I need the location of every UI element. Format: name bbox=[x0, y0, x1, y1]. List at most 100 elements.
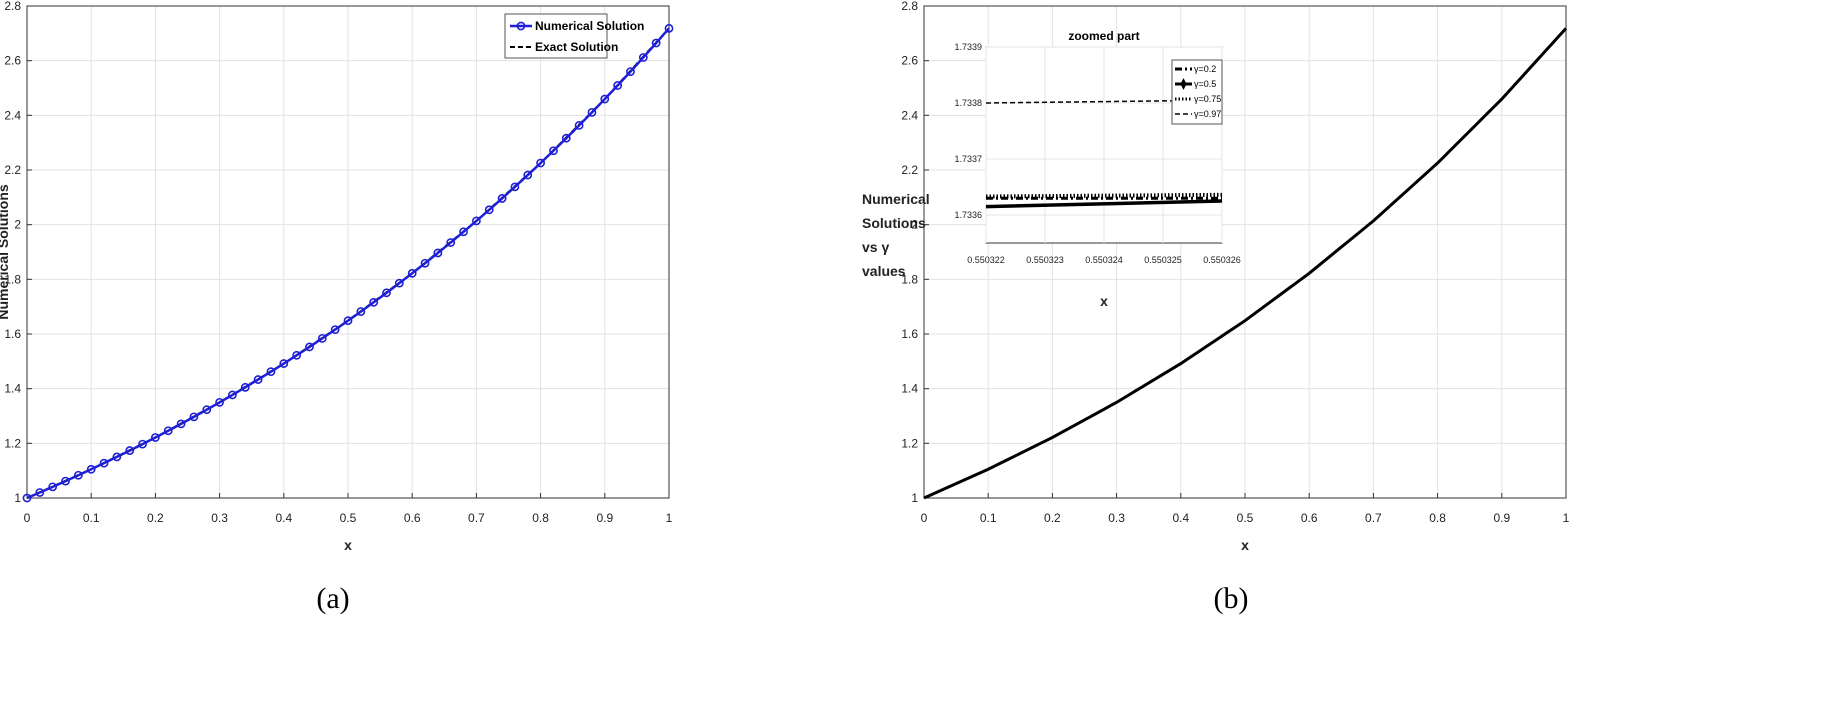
y-axis-label-line: Solutions bbox=[862, 215, 926, 231]
data-point-numerical-solution bbox=[549, 146, 558, 156]
data-point-numerical-solution bbox=[305, 342, 314, 352]
data-point-numerical-solution bbox=[48, 482, 58, 492]
data-point-numerical-solution bbox=[99, 458, 109, 468]
data-point-numerical-solution bbox=[536, 158, 545, 168]
inset-legend: γ=0.2 γ=0.5 γ=0.75 γ=0.97 bbox=[1171, 59, 1223, 125]
x-tick-label: 0.4 bbox=[275, 511, 292, 525]
data-point-numerical-solution bbox=[240, 382, 250, 392]
data-point-numerical-solution bbox=[510, 182, 520, 192]
data-point-numerical-solution bbox=[61, 476, 70, 486]
y-axis-label-line: vs γ bbox=[862, 239, 889, 255]
y-tick-label: 1 bbox=[911, 491, 918, 505]
data-point-numerical-solution bbox=[279, 359, 289, 368]
data-point-numerical-solution bbox=[369, 297, 379, 307]
inset-y-tick-label: 1.7337 bbox=[954, 154, 982, 164]
y-tick-label: 1.2 bbox=[4, 436, 21, 450]
data-point-numerical-solution bbox=[471, 216, 481, 226]
y-tick-label: 2.6 bbox=[4, 54, 21, 68]
data-point-numerical-solution bbox=[587, 107, 597, 117]
x-tick-label: 0.1 bbox=[980, 511, 997, 525]
data-point-numerical-solution bbox=[292, 350, 302, 360]
data-point-numerical-solution bbox=[433, 248, 443, 258]
legend-marker-numerical-solution bbox=[516, 21, 526, 31]
data-point-numerical-solution bbox=[574, 120, 584, 130]
data-point-numerical-solution bbox=[626, 67, 635, 76]
x-axis-label: x bbox=[1241, 537, 1249, 553]
y-tick-label: 1 bbox=[14, 491, 21, 505]
chart-b: 0 0.1 0.2 0.3 0.4 0.5 0.6 0.7 0.8 0.9 1 1 1.2 1.4 1.6 1… bbox=[862, 0, 1570, 615]
inset-series-line bbox=[985, 192, 1223, 199]
inset-x-tick-label: 0.550322 bbox=[967, 255, 1005, 265]
y-tick-label: 2.4 bbox=[901, 108, 918, 122]
inset-legend-box bbox=[1171, 59, 1223, 125]
inset-x-tick-label: 0.550326 bbox=[1203, 255, 1241, 265]
inset-y-tick-label: 1.7339 bbox=[954, 42, 982, 52]
x-tick-label: 0.1 bbox=[83, 511, 100, 525]
data-point-numerical-solution bbox=[459, 227, 468, 237]
inset-legend-label: γ=0.5 bbox=[1194, 79, 1216, 89]
chart-a: 0 0.1 0.2 0.3 0.4 0.5 0.6 0.7 0.8 0.9 1 1 1.2 1.4 1.6 1… bbox=[0, 0, 674, 615]
inset-y-tick-label: 1.7336 bbox=[954, 210, 982, 220]
data-point-numerical-solution bbox=[613, 81, 623, 90]
y-tick-label: 1.4 bbox=[901, 382, 918, 396]
x-tick-label: 0.8 bbox=[1429, 511, 1446, 525]
data-point-numerical-solution bbox=[22, 493, 32, 503]
data-point-numerical-solution bbox=[497, 194, 507, 203]
data-point-numerical-solution bbox=[266, 367, 276, 377]
series-line-solution bbox=[923, 27, 1568, 500]
x-tick-label: 0.2 bbox=[1044, 511, 1061, 525]
inset-zoomed-part: 0.550322 0.550323 0.550324 0.550325 0.550326… bbox=[954, 29, 1240, 309]
y-tick-label: 1.2 bbox=[901, 436, 918, 450]
x-tick-label: 0.5 bbox=[1237, 511, 1254, 525]
x-tick-label: 0 bbox=[921, 511, 928, 525]
data-point-numerical-solution bbox=[600, 94, 610, 104]
plot-frame bbox=[923, 5, 1567, 499]
x-tick-label: 0.7 bbox=[1365, 511, 1382, 525]
y-tick-label: 2.8 bbox=[4, 0, 21, 13]
data-point-numerical-solution bbox=[407, 268, 417, 278]
y-tick-label: 2.8 bbox=[901, 0, 918, 13]
x-tick-label: 0.3 bbox=[211, 511, 228, 525]
y-tick-label: 1.8 bbox=[4, 272, 21, 286]
inset-legend-label: γ=0.75 bbox=[1194, 94, 1221, 104]
inset-legend-label: γ=0.97 bbox=[1194, 109, 1221, 119]
y-tick-label: 2.2 bbox=[4, 163, 21, 177]
y-axis-label-line: Numerical bbox=[862, 191, 930, 207]
legend-box bbox=[504, 13, 608, 59]
data-point-numerical-solution bbox=[446, 238, 456, 247]
data-point-numerical-solution bbox=[163, 426, 173, 436]
y-tick-label: 2.2 bbox=[901, 163, 918, 177]
inset-title: zoomed part bbox=[1068, 29, 1139, 43]
x-tick-label: 0.3 bbox=[1108, 511, 1125, 525]
data-point-numerical-solution bbox=[330, 325, 340, 334]
y-axis-label-line: values bbox=[862, 263, 906, 279]
data-point-numerical-solution bbox=[176, 419, 186, 429]
x-tick-label: 0.9 bbox=[1493, 511, 1510, 525]
data-point-numerical-solution bbox=[561, 133, 571, 143]
x-tick-label: 1 bbox=[666, 511, 673, 525]
data-point-numerical-solution bbox=[138, 439, 147, 449]
data-point-numerical-solution bbox=[86, 464, 96, 474]
x-tick-label: 0 bbox=[24, 511, 31, 525]
data-point-numerical-solution bbox=[420, 258, 430, 268]
legend-label-exact-solution: Exact Solution bbox=[535, 40, 618, 54]
y-tick-label: 2 bbox=[911, 218, 918, 232]
subfigure-caption: (a) bbox=[316, 582, 349, 615]
x-tick-label: 0.7 bbox=[468, 511, 485, 525]
x-tick-label: 1 bbox=[1563, 511, 1570, 525]
x-tick-label: 0.8 bbox=[532, 511, 549, 525]
data-point-numerical-solution bbox=[356, 307, 366, 316]
data-point-numerical-solution bbox=[112, 452, 122, 462]
data-point-numerical-solution bbox=[382, 288, 391, 298]
y-axis-label: Numerical Solutions bbox=[0, 184, 11, 320]
y-tick-label: 1.6 bbox=[901, 327, 918, 341]
data-point-numerical-solution bbox=[317, 333, 327, 343]
series-line-numerical-solution bbox=[26, 27, 670, 500]
data-point-numerical-solution bbox=[651, 38, 661, 48]
x-tick-label: 0.5 bbox=[340, 511, 357, 525]
data-point-numerical-solution bbox=[394, 278, 404, 288]
inset-x-tick-label: 0.550323 bbox=[1026, 255, 1064, 265]
data-point-numerical-solution bbox=[73, 470, 83, 480]
legend: Numerical Solution Exact Solution bbox=[504, 13, 644, 59]
